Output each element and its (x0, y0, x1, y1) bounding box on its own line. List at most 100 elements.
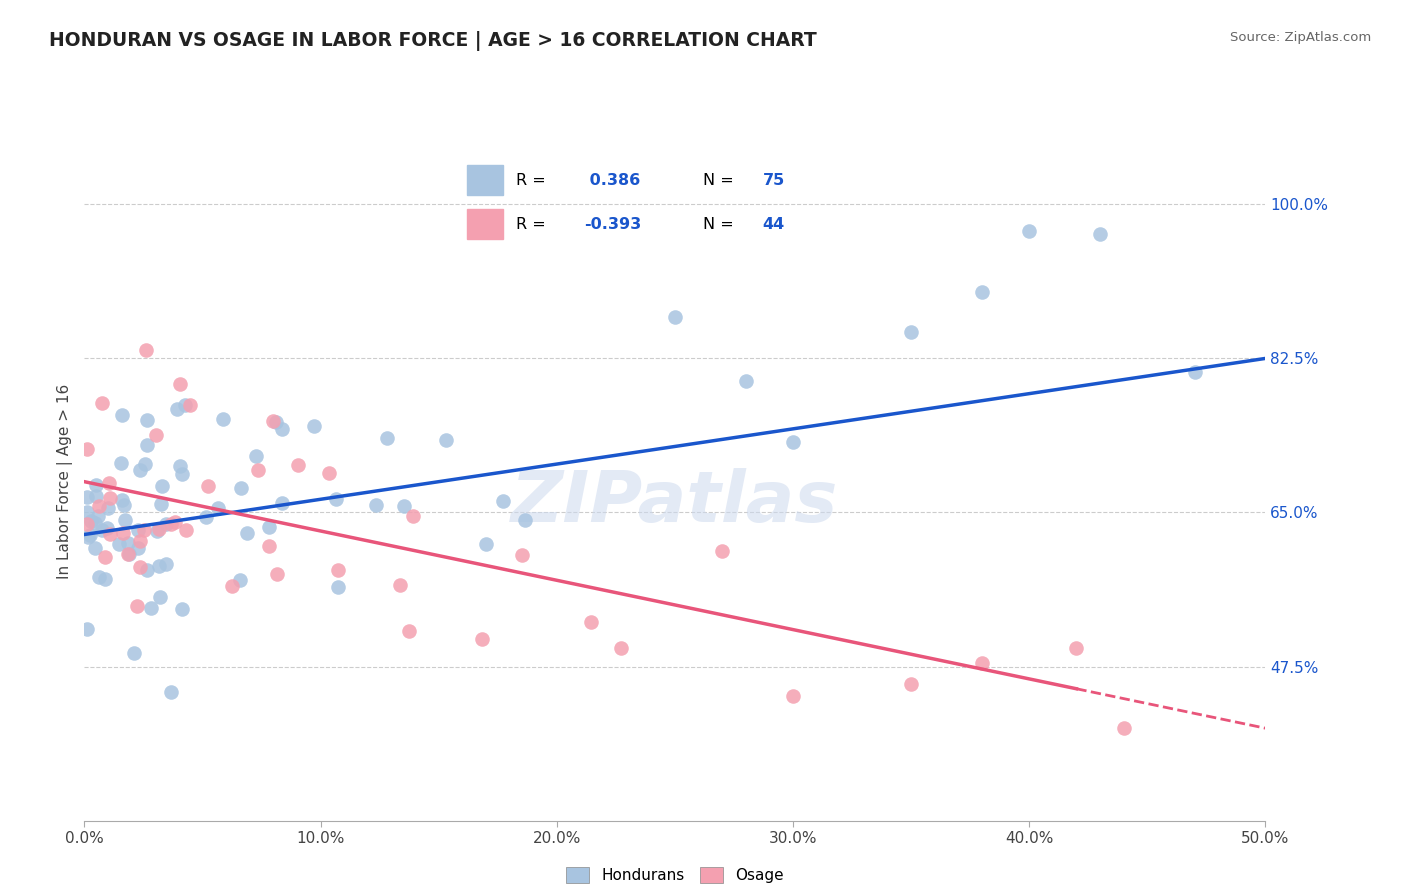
Point (97, 501, 120, 516)
Point (270, 422, 292, 436)
Point (86, 477, 108, 491)
Point (135, 413, 157, 427)
Point (1184, 365, 1206, 379)
Point (155, 558, 177, 572)
Point (87, 570, 110, 584)
Point (117, 535, 139, 549)
Point (91, 523, 114, 537)
Point (84, 541, 107, 555)
Point (1066, 641, 1088, 656)
Point (229, 573, 252, 587)
Point (970, 657, 993, 671)
Point (475, 537, 498, 551)
Point (163, 516, 186, 530)
Point (609, 641, 631, 656)
Point (304, 419, 326, 434)
Point (172, 467, 194, 482)
Point (246, 463, 269, 477)
Point (579, 615, 602, 630)
Point (132, 524, 155, 538)
Point (150, 479, 173, 493)
Point (270, 496, 292, 510)
Point (257, 520, 280, 534)
Point (169, 459, 191, 474)
Point (160, 685, 183, 699)
Point (118, 547, 141, 561)
Point (257, 540, 280, 554)
Point (229, 481, 252, 495)
Point (434, 433, 457, 447)
Point (221, 579, 243, 593)
Point (112, 498, 135, 512)
Point (326, 563, 349, 577)
Point (128, 559, 150, 574)
Text: HONDURAN VS OSAGE IN LABOR FORCE | AGE > 16 CORRELATION CHART: HONDURAN VS OSAGE IN LABOR FORCE | AGE >… (49, 31, 817, 51)
Point (492, 493, 515, 508)
Point (900, 325, 922, 339)
Point (107, 537, 129, 551)
Point (900, 677, 922, 691)
Point (266, 415, 288, 429)
Point (515, 513, 537, 527)
Text: ZIPatlas: ZIPatlas (512, 467, 838, 536)
Point (392, 499, 415, 513)
Point (136, 563, 159, 577)
Point (146, 524, 169, 538)
Point (318, 466, 340, 480)
Point (94, 572, 117, 586)
Point (172, 602, 194, 616)
Point (136, 438, 159, 452)
Point (782, 434, 804, 449)
Point (166, 401, 188, 416)
Point (194, 509, 217, 524)
Point (510, 548, 533, 562)
Point (84, 489, 107, 503)
Point (76, 442, 98, 457)
Point (134, 458, 156, 472)
Point (84, 516, 107, 531)
Point (87, 508, 110, 523)
Point (169, 377, 191, 392)
Point (135, 343, 157, 358)
Point (375, 431, 398, 445)
Point (79, 527, 101, 541)
Point (98, 491, 121, 506)
Point (111, 409, 134, 423)
Point (125, 599, 148, 613)
Point (364, 498, 387, 512)
Point (96, 520, 118, 534)
Point (174, 524, 197, 538)
Point (117, 547, 139, 561)
Point (87, 499, 110, 513)
Point (174, 398, 197, 412)
Point (91, 396, 114, 410)
Point (97, 475, 120, 490)
Point (98, 527, 121, 541)
Point (328, 580, 350, 594)
Point (211, 412, 233, 426)
Point (245, 449, 267, 463)
Point (139, 600, 162, 615)
Point (110, 493, 132, 508)
Point (197, 479, 219, 493)
Point (782, 689, 804, 703)
Point (76, 505, 98, 519)
Point (80, 514, 103, 528)
Point (1112, 721, 1135, 735)
Point (150, 497, 173, 511)
Point (155, 516, 177, 531)
Point (122, 646, 145, 660)
Point (127, 524, 149, 538)
Point (76, 530, 98, 544)
Point (388, 578, 411, 592)
Point (262, 414, 284, 428)
Point (128, 533, 150, 548)
Point (148, 558, 170, 573)
Point (664, 310, 686, 325)
Point (236, 526, 259, 541)
Y-axis label: In Labor Force | Age > 16: In Labor Force | Age > 16 (58, 384, 73, 579)
Point (734, 374, 756, 388)
Point (266, 566, 288, 581)
Point (179, 398, 201, 412)
Point (148, 522, 170, 536)
